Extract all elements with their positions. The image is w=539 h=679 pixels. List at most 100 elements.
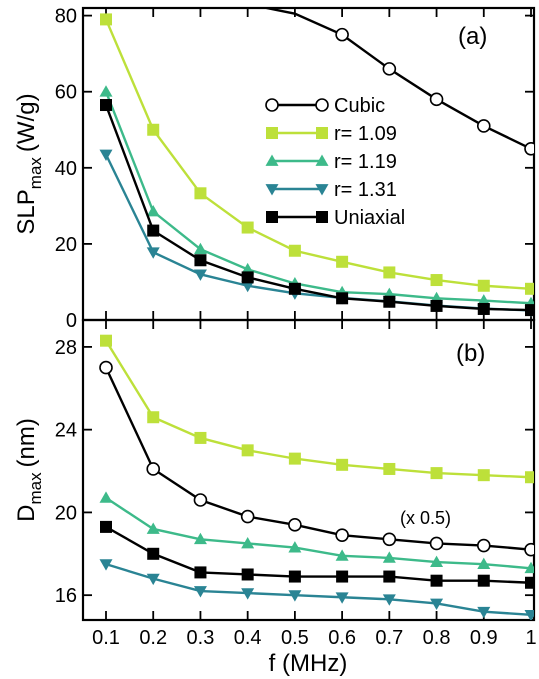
data-point-uniaxial-b — [430, 574, 443, 587]
legend-marker-r-1-09 — [266, 127, 278, 139]
data-point-uniaxial-b — [477, 574, 490, 587]
y-tick-label: 24 — [55, 420, 77, 442]
legend-label-r-1-19: r= 1.19 — [334, 151, 397, 173]
data-point-r-1-31-b — [146, 573, 160, 586]
legend-marker-r-1-31 — [265, 184, 279, 196]
data-point-r-1-09-a — [194, 187, 207, 200]
y-tick-label: 28 — [55, 337, 77, 359]
data-point-uniaxial-a — [336, 292, 349, 305]
data-point-r-1-09-b — [430, 467, 443, 480]
data-point-uniaxial-a — [241, 271, 254, 284]
data-point-uniaxial-b — [147, 547, 160, 560]
y-tick-label: 16 — [55, 585, 77, 607]
data-point-r-1-31-a — [146, 247, 160, 259]
data-point-r-1-19-b — [430, 555, 444, 567]
plot-frame-b — [81, 318, 536, 622]
x-tick-label: 0.8 — [423, 627, 451, 649]
legend-marker-uniaxial — [266, 211, 278, 223]
data-point-r-1-09-a — [336, 255, 349, 268]
data-point-cubic-b — [240, 509, 255, 524]
legend-marker-cubic — [265, 98, 279, 112]
data-point-uniaxial-a — [100, 99, 112, 112]
y-axis-title-b: Dmax(nm) — [13, 418, 45, 522]
data-point-r-1-19-b — [241, 536, 255, 549]
legend-marker-r-1-31 — [315, 184, 329, 196]
data-point-uniaxial-b — [336, 570, 349, 583]
y-axis-title-a: SLPmax(W/g) — [13, 93, 45, 234]
legend: Cubic r= 1.09 r= 1.19 r= 1.31 Uniaxial — [265, 95, 405, 229]
data-point-r-1-09-b — [147, 411, 160, 424]
data-point-cubic-b — [99, 360, 113, 375]
series-line-r-1-19-b — [105, 496, 532, 570]
data-point-r-1-09-b — [336, 458, 349, 471]
legend-marker-cubic — [315, 98, 329, 112]
data-point-r-1-31-a — [241, 280, 255, 293]
x-tick-label: 0.3 — [187, 627, 215, 649]
data-point-uniaxial-b — [241, 568, 254, 581]
data-point-cubic-a — [524, 141, 534, 156]
legend-marker-uniaxial — [316, 211, 328, 223]
data-point-uniaxial-b — [383, 570, 396, 583]
legend-marker-r-1-19 — [265, 154, 279, 166]
panel-b: 16 20 24 28 Dmax(nm) (b) (x 0.5) — [13, 318, 536, 622]
series-line-uniaxial-b — [105, 525, 532, 584]
data-point-cubic-b — [146, 462, 161, 476]
data-point-r-1-09-a — [383, 266, 396, 279]
y-tick-label: 40 — [55, 158, 77, 180]
x-tick-label: 0.5 — [281, 627, 309, 649]
legend-marker-r-1-09 — [316, 127, 328, 139]
panel-label-a: (a) — [458, 23, 487, 50]
data-point-r-1-31-b — [382, 594, 396, 606]
data-point-r-1-09-a — [147, 123, 160, 136]
data-point-r-1-09-a — [430, 274, 443, 287]
data-point-r-1-19-b — [524, 561, 534, 574]
legend-label-cubic: Cubic — [334, 95, 385, 117]
data-point-uniaxial-a — [194, 254, 207, 267]
x-tick-label: 0.9 — [470, 627, 498, 649]
series-line-r-1-09-b — [104, 340, 532, 479]
data-point-cubic-a — [382, 62, 397, 76]
data-point-cubic-b — [524, 542, 534, 557]
data-point-r-1-19-b — [335, 549, 349, 561]
series-line-r-1-31-b — [105, 562, 532, 617]
data-point-uniaxial-b — [288, 570, 301, 583]
series-line-r-1-09-a — [104, 18, 532, 290]
data-point-uniaxial-a — [147, 224, 160, 237]
x-tick-label: 0.7 — [375, 627, 403, 649]
x-tick-label: 0.4 — [234, 627, 262, 649]
y-tick-label: 0 — [66, 310, 77, 332]
data-point-uniaxial-a — [288, 282, 301, 295]
data-point-r-1-09-b — [194, 431, 207, 444]
data-point-r-1-19-b — [382, 551, 396, 563]
data-point-r-1-31-b — [241, 588, 255, 600]
data-point-uniaxial-a — [525, 304, 534, 317]
series-line-cubic-b — [104, 367, 532, 551]
data-point-cubic-b — [193, 493, 208, 507]
data-point-cubic-a — [335, 27, 349, 42]
data-point-r-1-09-a — [525, 282, 534, 295]
data-point-r-1-19-a — [193, 242, 207, 255]
data-point-r-1-09-b — [100, 334, 112, 347]
data-point-r-1-09-a — [100, 13, 112, 26]
y-tick-label: 60 — [55, 82, 77, 104]
y-tick-label: 20 — [55, 502, 77, 524]
data-point-r-1-09-b — [383, 462, 396, 475]
data-point-uniaxial-a — [383, 295, 396, 308]
x-tick-label: 0.6 — [328, 627, 356, 649]
x-axis: 0.1 0.2 0.3 0.4 0.5 0.6 0.7 0.8 0.9 1 f (MHz) — [92, 627, 536, 677]
data-point-r-1-31-a — [193, 269, 207, 281]
data-point-r-1-09-a — [477, 279, 490, 292]
data-point-r-1-31-b — [288, 590, 302, 602]
x-tick-label: 0.2 — [139, 627, 167, 649]
data-point-r-1-31-b — [193, 586, 207, 598]
data-point-uniaxial-b — [194, 566, 207, 579]
data-point-cubic-b — [335, 528, 349, 542]
data-point-uniaxial-b — [100, 520, 112, 533]
data-point-uniaxial-a — [430, 299, 443, 312]
data-point-r-1-31-b — [430, 598, 444, 610]
data-point-r-1-19-b — [146, 522, 160, 534]
data-point-r-1-19-a — [477, 294, 491, 306]
panel-a: 0 20 40 60 80 SLPmax(W/g) (a) Cubic r= 1.09 r= 1.… — [13, 6, 536, 332]
data-point-r-1-19-b — [193, 532, 207, 545]
